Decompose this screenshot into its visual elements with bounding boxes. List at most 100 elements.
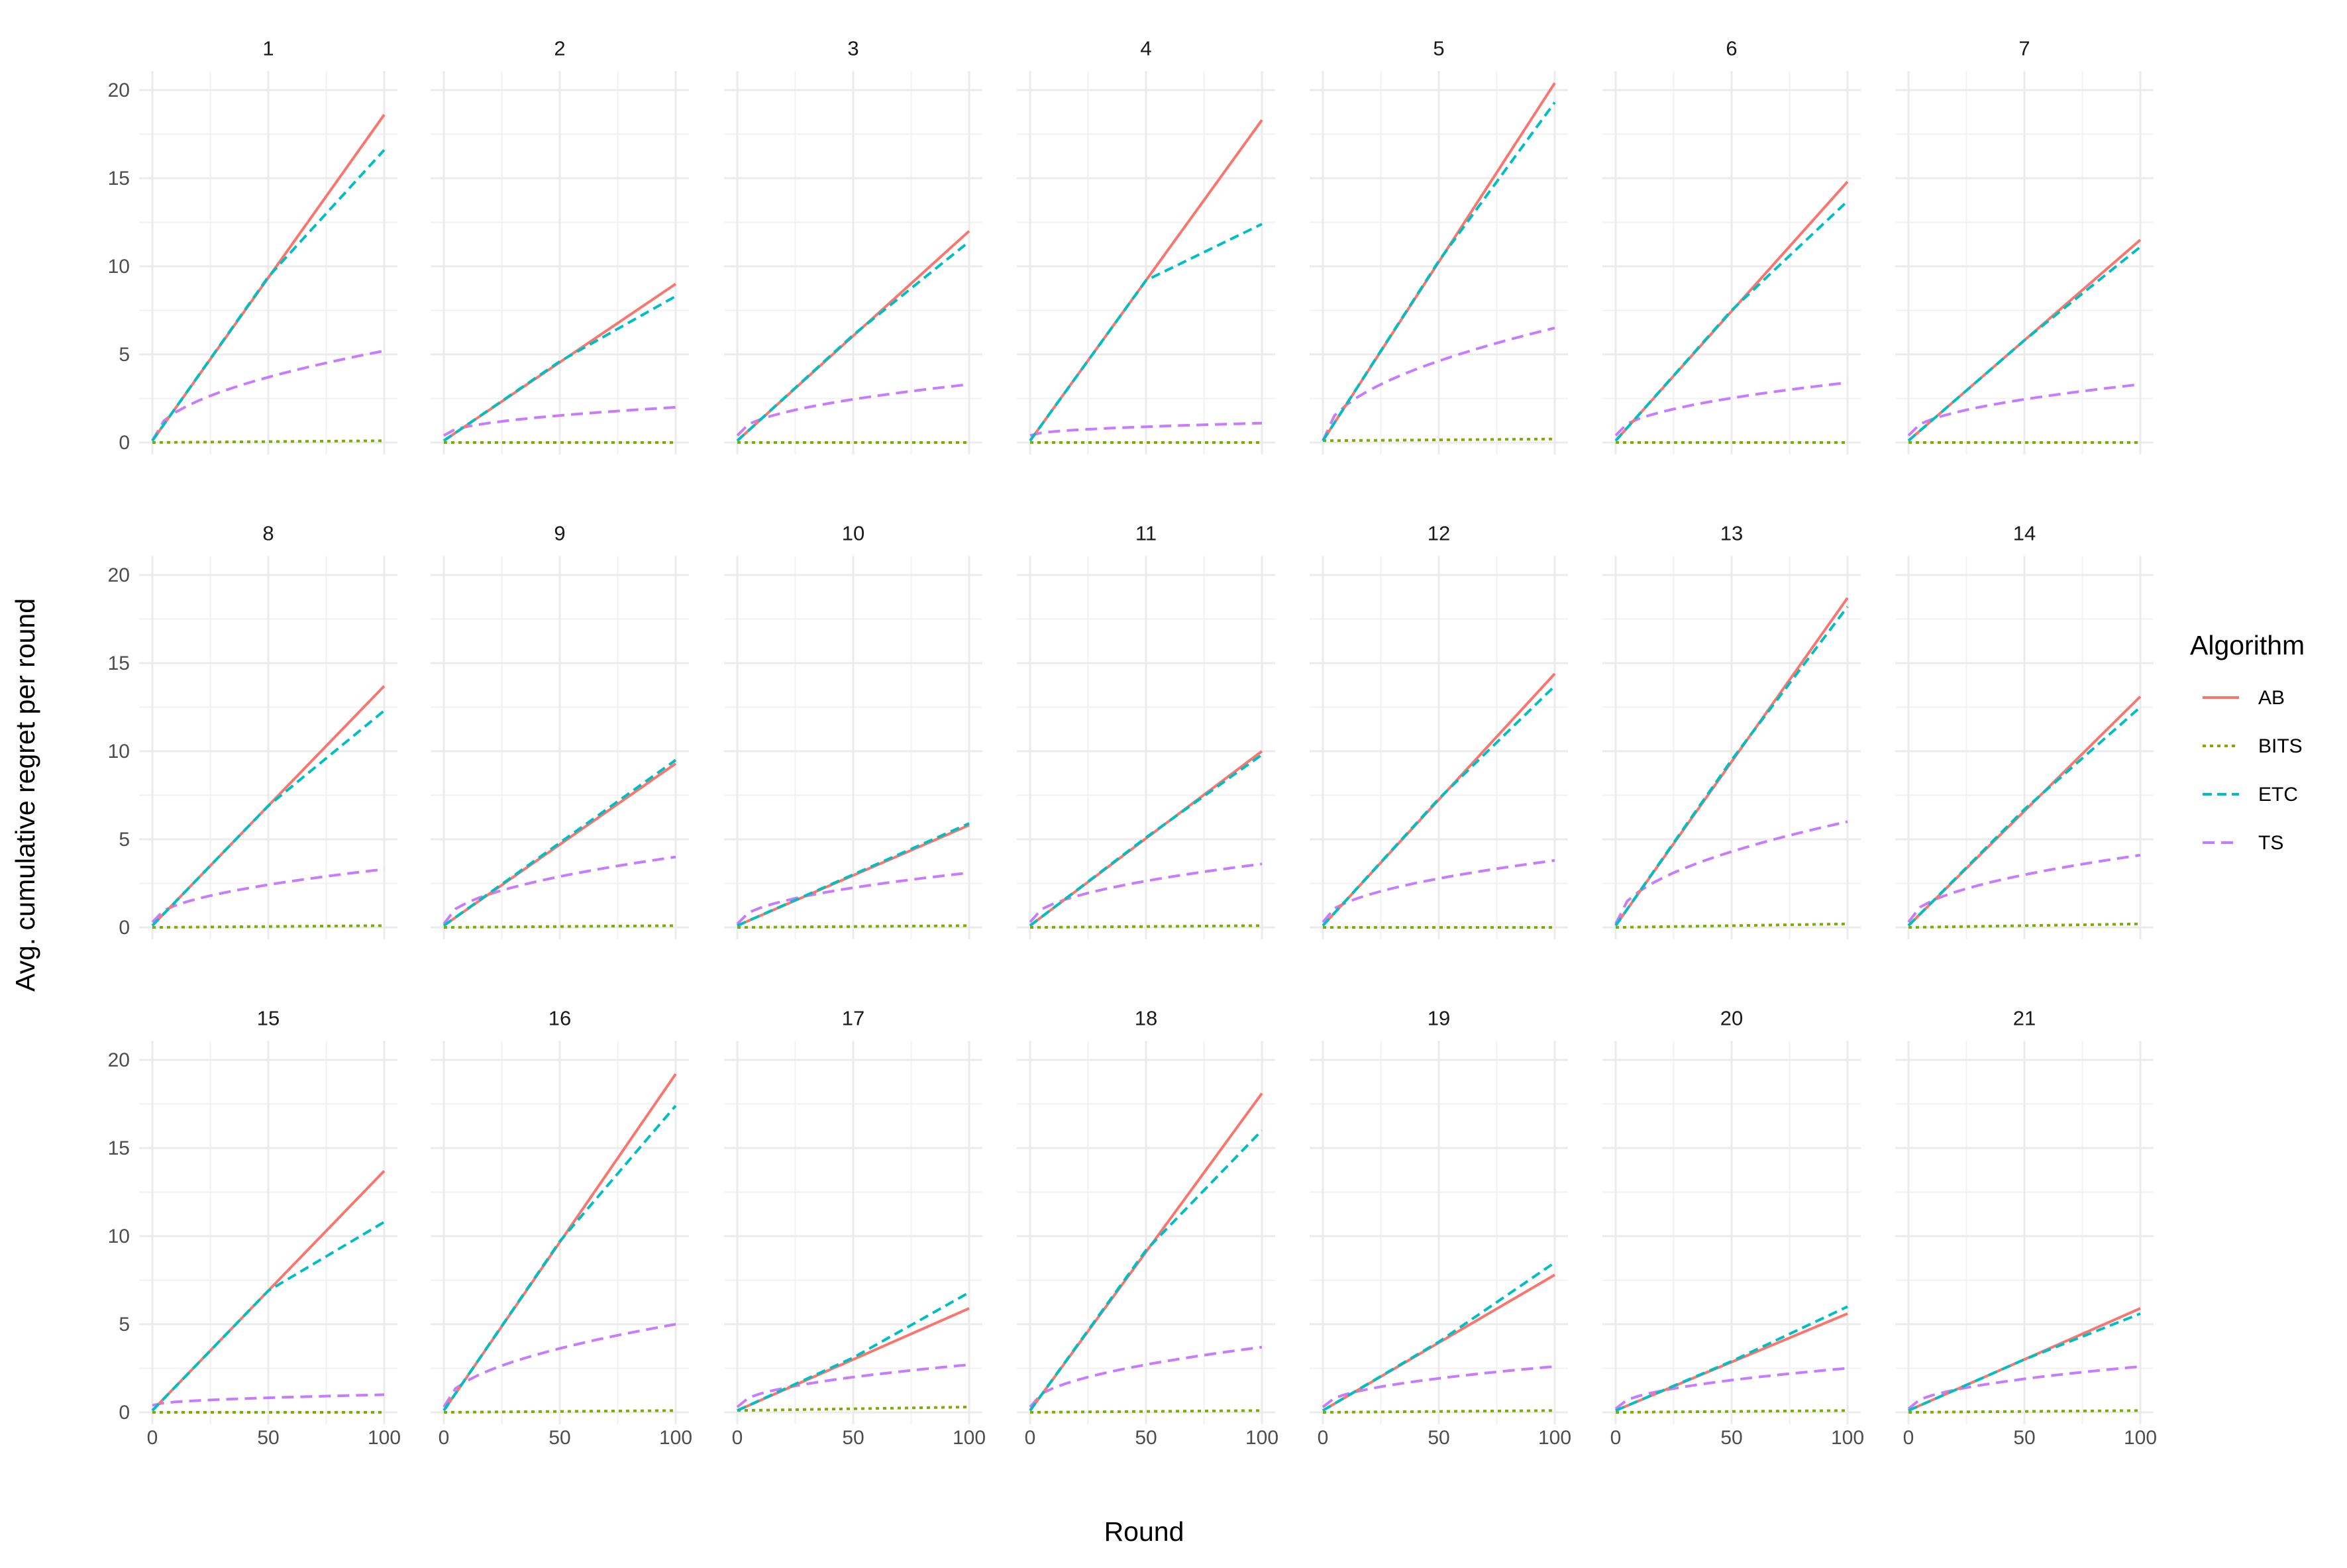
y-tick-label: 5: [119, 1314, 130, 1335]
series-ts-line: [1614, 1367, 1848, 1410]
series-bits-line: [737, 924, 970, 929]
panel-10: 10: [724, 521, 982, 939]
legend-label-ab: AB: [2258, 687, 2285, 709]
y-tick-label: 10: [108, 741, 130, 762]
panel-16: 16 0 50 100: [431, 1006, 692, 1449]
x-tick-label: 50: [1428, 1427, 1449, 1449]
series-ab-line: [1614, 180, 1849, 442]
series-etc-line: [151, 149, 386, 442]
panel-18: 18 0 50 100: [1017, 1006, 1278, 1449]
x-tick-label: 50: [1135, 1427, 1157, 1449]
series-ts-line: [1029, 862, 1263, 923]
series-etc-line: [1614, 605, 1849, 927]
x-tick-label: 100: [659, 1427, 692, 1449]
series-etc-line: [1907, 706, 2142, 927]
facet-strip-label: 6: [1726, 36, 1737, 60]
series-bits-line: [1322, 1409, 1555, 1414]
series-etc-line: [1614, 200, 1849, 442]
x-tick-label: 100: [2124, 1427, 2157, 1449]
panel-2: 2: [431, 36, 689, 454]
x-tick-label: 0: [732, 1427, 743, 1449]
y-tick-label: 15: [108, 168, 130, 189]
x-axis-title: Round: [1104, 1516, 1184, 1547]
series-bits-line: [443, 924, 676, 929]
panel-19: 19 0 50 100: [1310, 1006, 1571, 1449]
facet-strip-label: 2: [554, 36, 565, 60]
series-ts-line: [443, 1323, 676, 1408]
panel-9: 9: [431, 521, 689, 939]
series-ab-line: [1322, 672, 1556, 927]
series-ts-line: [1322, 859, 1555, 923]
panel-3: 3: [724, 36, 982, 454]
panel-15: 15 0 5 10 15 20 0 50 100: [108, 1006, 401, 1449]
panel-8: 8 0 5 10 15 20: [108, 521, 397, 939]
legend-label-bits: BITS: [2258, 735, 2303, 757]
series-etc-line: [1907, 246, 2142, 442]
facet-strip-label: 1: [262, 36, 274, 60]
legend-label-ts: TS: [2258, 832, 2283, 854]
x-tick-label: 0: [1903, 1427, 1914, 1449]
panel-5: 5: [1310, 36, 1568, 454]
panel-14: 14: [1895, 521, 2154, 939]
x-tick-label: 0: [1318, 1427, 1329, 1449]
x-tick-label: 0: [439, 1427, 450, 1449]
series-ts-line: [1322, 1365, 1555, 1408]
panel-11: 11: [1017, 521, 1275, 939]
series-ts-line: [1029, 1345, 1263, 1408]
y-tick-label: 5: [119, 829, 130, 851]
x-tick-label: 100: [1245, 1427, 1278, 1449]
facet-strip-label: 21: [2013, 1006, 2036, 1029]
series-ts-line: [1614, 381, 1848, 437]
y-tick-label: 0: [119, 917, 130, 939]
y-tick-label: 0: [119, 1402, 130, 1424]
panel-12: 12: [1310, 521, 1568, 939]
facet-strip-label: 12: [1428, 521, 1450, 545]
y-tick-label: 20: [108, 564, 130, 586]
facet-strip-label: 16: [548, 1006, 571, 1029]
x-tick-label: 50: [257, 1427, 279, 1449]
series-ts-line: [151, 349, 385, 442]
series-etc-line: [1908, 1312, 2141, 1412]
series-bits-line: [152, 924, 385, 929]
legend-title: Algorithm: [2190, 630, 2305, 660]
x-tick-label: 0: [1025, 1427, 1036, 1449]
series-ts-line: [736, 871, 970, 925]
series-etc-line: [151, 1220, 386, 1412]
series-ab-line: [737, 1307, 970, 1412]
series-ts-line: [443, 405, 676, 437]
x-tick-label: 0: [1610, 1427, 1622, 1449]
panel-7: 7: [1895, 36, 2154, 454]
legend: Algorithm AB BITS ETC TS: [2190, 630, 2305, 854]
x-tick-label: 50: [548, 1427, 570, 1449]
facet-strip-label: 8: [262, 521, 274, 545]
series-bits-line: [1322, 437, 1555, 443]
series-bits-line: [443, 1409, 676, 1414]
facet-strip-label: 3: [847, 36, 859, 60]
series-ab-line: [1908, 1307, 2141, 1412]
y-tick-label: 20: [108, 1049, 130, 1071]
facet-strip-label: 4: [1140, 36, 1151, 60]
x-tick-label: 50: [842, 1427, 864, 1449]
series-etc-line: [443, 758, 677, 927]
series-etc-line: [737, 822, 970, 927]
series-bits-line: [1029, 924, 1263, 929]
series-bits-line: [1615, 922, 1848, 929]
series-bits-line: [1029, 1409, 1263, 1414]
series-ts-line: [151, 868, 385, 923]
panel-4: 4: [1017, 36, 1275, 454]
series-ts-line: [1614, 820, 1848, 925]
legend-entries: AB BITS ETC TS: [2203, 687, 2303, 854]
facet-strip-label: 13: [1720, 521, 1743, 545]
panel-6: 6: [1602, 36, 1861, 454]
series-etc-line: [443, 1104, 677, 1412]
legend-label-etc: ETC: [2258, 784, 2298, 806]
panel-17: 17 0 50 100: [724, 1006, 986, 1449]
y-tick-label: 15: [108, 1137, 130, 1159]
x-tick-label: 100: [368, 1427, 401, 1449]
series-ts-line: [1322, 327, 1555, 442]
series-etc-line: [736, 240, 970, 442]
x-tick-label: 100: [953, 1427, 986, 1449]
series-etc-line: [443, 295, 676, 442]
y-tick-label: 20: [108, 79, 130, 101]
